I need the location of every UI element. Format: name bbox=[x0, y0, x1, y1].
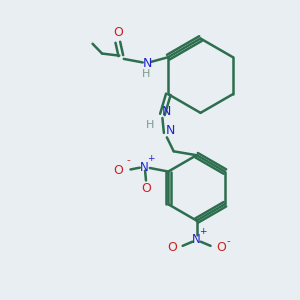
Text: O: O bbox=[114, 164, 124, 177]
Text: N: N bbox=[166, 124, 175, 137]
Text: O: O bbox=[113, 26, 123, 39]
Text: N: N bbox=[162, 105, 171, 118]
Text: H: H bbox=[142, 69, 150, 80]
Text: N: N bbox=[192, 233, 201, 246]
Text: N: N bbox=[143, 57, 152, 70]
Text: +: + bbox=[147, 154, 154, 163]
Text: O: O bbox=[167, 241, 177, 254]
Text: +: + bbox=[200, 227, 207, 236]
Text: -: - bbox=[226, 236, 230, 246]
Text: -: - bbox=[127, 156, 130, 166]
Text: O: O bbox=[216, 241, 226, 254]
Text: O: O bbox=[141, 182, 151, 195]
Text: N: N bbox=[140, 160, 149, 174]
Text: H: H bbox=[146, 120, 155, 130]
